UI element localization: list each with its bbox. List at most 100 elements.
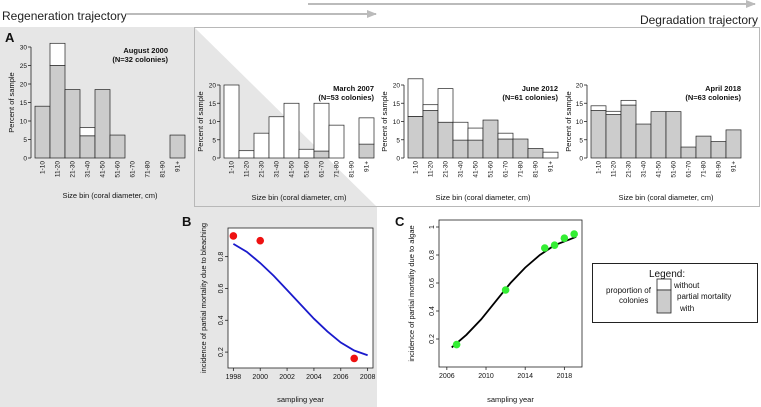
x-tick-label: 1-10 (229, 161, 236, 174)
x-tick-label: 81-90 (533, 161, 540, 178)
panel-letter-b: B (182, 214, 191, 229)
x-tick-label: 81-90 (349, 161, 356, 178)
bar-with (358, 143, 375, 159)
bar-without (407, 78, 424, 117)
y-tick-label: 15 (576, 101, 584, 108)
y-tick-label: 5 (23, 137, 27, 144)
scatter-algae: 2006 2010 2014 2018 0.2 0.4 0.6 0.8 1 incidence o… (407, 219, 583, 404)
x-tick-label: 41-50 (656, 161, 663, 178)
x-tick-label: 2018 (557, 373, 573, 380)
panel-letter-c: C (395, 214, 405, 229)
x-tick-label: 81-90 (716, 161, 723, 178)
bar-with (650, 111, 667, 159)
x-tick-label: 21-30 (626, 161, 633, 178)
x-axis-label: Size bin (coral diameter, cm) (435, 193, 531, 202)
bar-with (497, 138, 514, 159)
x-tick-label: 61-70 (503, 161, 510, 178)
chart-subtitle: (N=32 colonies) (112, 55, 168, 64)
bar-with (725, 129, 742, 159)
x-tick-label: 21-30 (443, 161, 450, 178)
chart-subtitle: (N=61 colonies) (502, 93, 558, 102)
y-tick-label: 0.6 (218, 283, 225, 293)
data-point (350, 354, 359, 363)
scatter-bleaching: 1998 2000 2002 2004 2006 2008 0.2 0.4 0.6 0.8 inci… (199, 223, 376, 404)
bar-without (437, 88, 454, 123)
y-tick-label: 20 (20, 82, 28, 89)
y-tick-label: 10 (576, 119, 584, 126)
y-axis-label: incidence of partial mortality due to bl… (199, 223, 208, 373)
legend-box (592, 263, 758, 323)
legend: Legend: without partial mortality with p… (592, 263, 758, 323)
y-tick-label: 15 (393, 101, 401, 108)
y-tick-label: 10 (393, 119, 401, 126)
x-tick-label: 41-50 (289, 161, 296, 178)
bar-with (49, 65, 66, 159)
x-tick-label: 11-20 (244, 161, 251, 178)
bar-with (590, 110, 607, 159)
x-tick-label: 2002 (279, 374, 295, 381)
data-point (501, 286, 510, 294)
bar-without (590, 105, 607, 111)
x-tick-label: 1998 (226, 374, 242, 381)
x-tick-label: 11-20 (428, 161, 435, 178)
degradation-frame (194, 27, 760, 207)
y-tick-label: 0.2 (218, 347, 225, 357)
bar-with (482, 119, 499, 159)
bar-with (109, 134, 126, 159)
bar-with (94, 89, 111, 159)
x-axis-label: Size bin (coral diameter, cm) (618, 193, 714, 202)
bar-without (422, 104, 439, 111)
x-tick-label: 1-10 (413, 161, 420, 174)
y-tick-label: 0.4 (218, 315, 225, 325)
x-tick-label: 31-40 (274, 161, 281, 178)
bar-with (407, 116, 424, 159)
y-tick-label: 5 (579, 137, 583, 144)
bar-with (422, 110, 439, 159)
y-axis-label: Percent of sample (564, 91, 573, 151)
legend-colonies-label: colonies (619, 296, 648, 305)
data-point (229, 232, 238, 240)
bar-without (542, 151, 559, 159)
bar-without (223, 84, 240, 159)
x-tick-label: 61-70 (319, 161, 326, 178)
x-tick-label: 91+ (731, 161, 738, 172)
data-point (560, 234, 569, 242)
x-tick-label: 31-40 (458, 161, 465, 178)
x-tick-label: 71-80 (145, 161, 152, 178)
bar-with (34, 105, 51, 159)
x-axis-label: Size bin (coral diameter, cm) (251, 193, 347, 202)
legend-partial-mortality-label: partial mortality (677, 292, 731, 301)
legend-swatch-with (656, 289, 672, 314)
y-tick-label: 0.8 (218, 252, 225, 262)
bar-without (283, 102, 300, 159)
x-tick-label: 71-80 (701, 161, 708, 178)
y-tick-label: 0.8 (429, 250, 436, 260)
data-point (256, 236, 265, 245)
x-tick-label: 2008 (360, 374, 376, 381)
bar-without (253, 132, 270, 159)
bar-with (64, 89, 81, 159)
bar-without (467, 127, 484, 141)
chart-title: April 2018 (705, 84, 741, 93)
y-tick-label: 0 (23, 156, 27, 163)
x-tick-label: 31-40 (641, 161, 648, 178)
x-axis-label: sampling year (487, 395, 534, 404)
x-tick-label: 81-90 (160, 161, 167, 178)
bar-with (695, 135, 712, 159)
y-tick-label: 20 (393, 83, 401, 90)
y-tick-label: 5 (212, 137, 216, 144)
bar-without (497, 132, 514, 140)
chart-title: August 2000 (123, 46, 168, 55)
legend-swatch-without (656, 278, 672, 291)
legend-proportion-label: proportion of (606, 286, 652, 295)
y-tick-label: 10 (209, 119, 217, 126)
y-axis-label: Percent of sample (7, 72, 16, 132)
y-tick-label: 0 (212, 156, 216, 163)
bar-with (512, 138, 529, 159)
y-tick-label: 5 (396, 137, 400, 144)
bar-with (527, 148, 544, 159)
chart-title: June 2012 (522, 84, 558, 93)
bar-without (49, 42, 66, 66)
